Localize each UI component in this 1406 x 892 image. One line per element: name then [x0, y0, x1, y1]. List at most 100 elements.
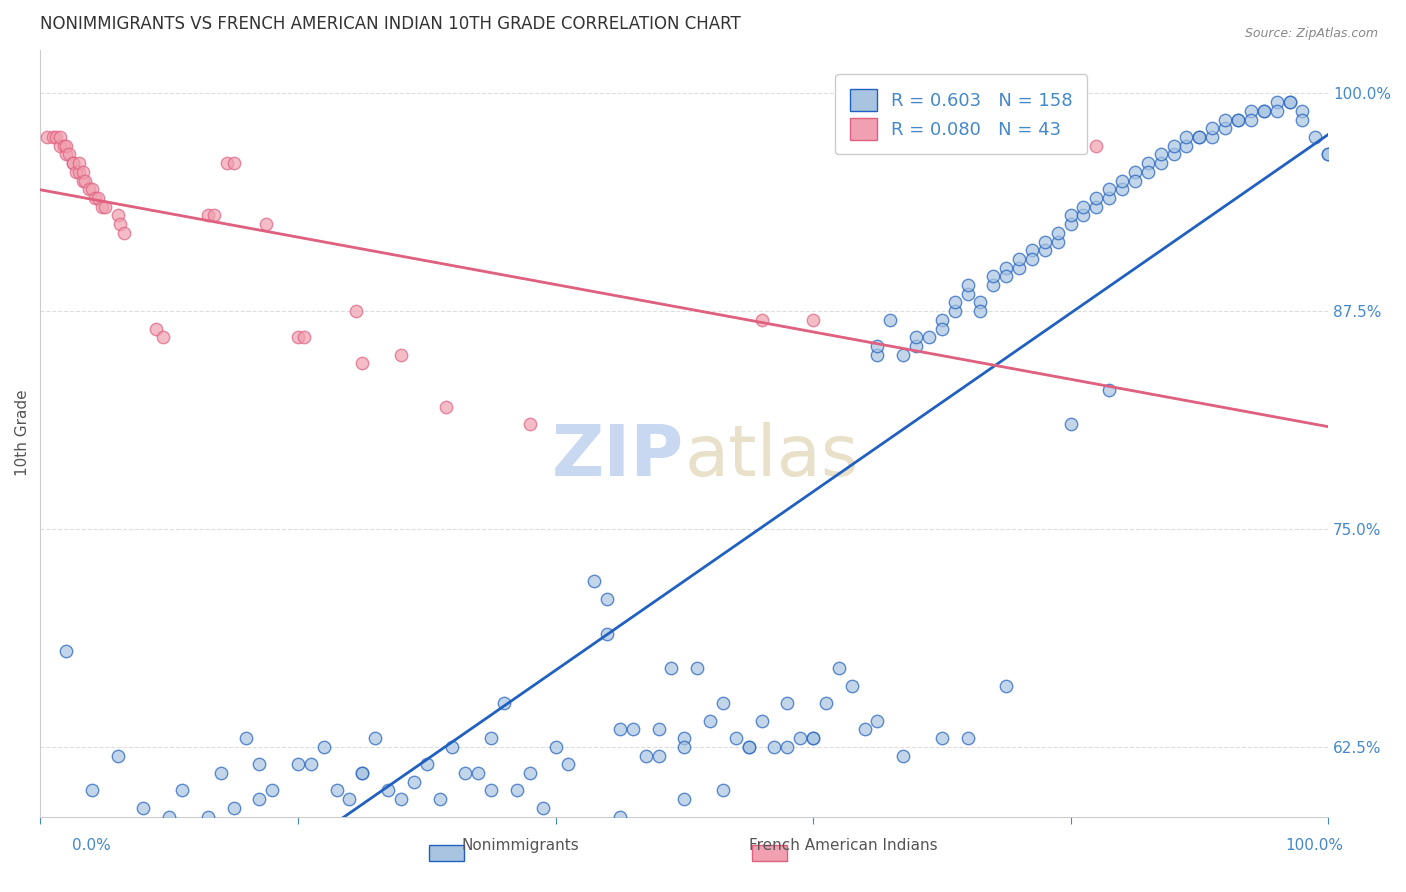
Point — [62, 156, 84, 170]
Point — [389, 348, 412, 362]
Point — [673, 792, 696, 806]
Point — [519, 417, 541, 432]
Point — [262, 783, 284, 797]
Point — [247, 757, 270, 772]
Point — [557, 757, 579, 772]
Point — [995, 269, 1018, 284]
Point — [209, 766, 232, 780]
Point — [661, 661, 683, 675]
Point — [67, 165, 90, 179]
Point — [763, 739, 786, 754]
Point — [711, 783, 734, 797]
Text: Nonimmigrants: Nonimmigrants — [461, 838, 579, 854]
Point — [344, 304, 367, 318]
Text: French American Indians: French American Indians — [749, 838, 938, 854]
Point — [65, 165, 87, 179]
Point — [377, 783, 399, 797]
Point — [479, 783, 502, 797]
Point — [1240, 112, 1263, 127]
Point — [699, 714, 721, 728]
Point — [1317, 147, 1340, 161]
Point — [956, 278, 979, 293]
Point — [1240, 103, 1263, 118]
Point — [1188, 130, 1211, 145]
Point — [1098, 191, 1121, 205]
Point — [157, 809, 180, 823]
Point — [544, 739, 567, 754]
Point — [145, 321, 167, 335]
Point — [416, 757, 439, 772]
Point — [995, 260, 1018, 275]
Point — [364, 731, 387, 745]
Point — [67, 156, 90, 170]
Point — [1175, 138, 1198, 153]
Point — [1227, 112, 1250, 127]
Point — [48, 130, 70, 145]
Point — [751, 714, 773, 728]
Point — [981, 269, 1004, 284]
Point — [841, 679, 863, 693]
Point — [931, 313, 953, 327]
Point — [596, 626, 619, 640]
Point — [673, 731, 696, 745]
Point — [55, 147, 77, 161]
Point — [312, 827, 335, 841]
Point — [583, 574, 606, 589]
Point — [853, 723, 876, 737]
Text: ZIP: ZIP — [553, 422, 685, 491]
Point — [1046, 235, 1069, 249]
Point — [531, 801, 554, 815]
Point — [1265, 95, 1288, 109]
Point — [995, 679, 1018, 693]
Point — [254, 217, 277, 231]
Point — [981, 278, 1004, 293]
Text: 100.0%: 100.0% — [1285, 838, 1344, 854]
Point — [132, 801, 155, 815]
Point — [1253, 103, 1275, 118]
Point — [814, 696, 837, 710]
Point — [247, 792, 270, 806]
Point — [492, 696, 515, 710]
Point — [969, 295, 991, 310]
Point — [801, 313, 824, 327]
Point — [222, 801, 245, 815]
Point — [434, 400, 457, 414]
Point — [145, 853, 167, 867]
Point — [45, 130, 67, 145]
Point — [905, 339, 928, 353]
Point — [724, 731, 747, 745]
Point — [1085, 191, 1108, 205]
Point — [312, 739, 335, 754]
Point — [1008, 260, 1031, 275]
Point — [72, 173, 94, 187]
Point — [1213, 121, 1236, 136]
Point — [287, 330, 309, 344]
Point — [87, 191, 110, 205]
Point — [1111, 173, 1133, 187]
Point — [416, 844, 439, 858]
Point — [1150, 156, 1173, 170]
Point — [287, 757, 309, 772]
Point — [1021, 244, 1043, 258]
Point — [737, 739, 759, 754]
Point — [389, 871, 412, 885]
Point — [711, 696, 734, 710]
Point — [931, 321, 953, 335]
Point — [801, 731, 824, 745]
Point — [222, 844, 245, 858]
Point — [918, 330, 941, 344]
Point — [905, 330, 928, 344]
Legend: R = 0.603   N = 158, R = 0.080   N = 43: R = 0.603 N = 158, R = 0.080 N = 43 — [835, 74, 1087, 154]
Point — [112, 226, 135, 240]
Point — [75, 173, 97, 187]
Point — [467, 766, 489, 780]
Point — [454, 766, 477, 780]
Point — [609, 723, 631, 737]
Point — [145, 827, 167, 841]
Point — [1136, 156, 1159, 170]
Point — [152, 330, 174, 344]
Point — [891, 348, 914, 362]
Point — [42, 130, 65, 145]
Point — [1059, 417, 1081, 432]
Point — [1073, 208, 1095, 222]
